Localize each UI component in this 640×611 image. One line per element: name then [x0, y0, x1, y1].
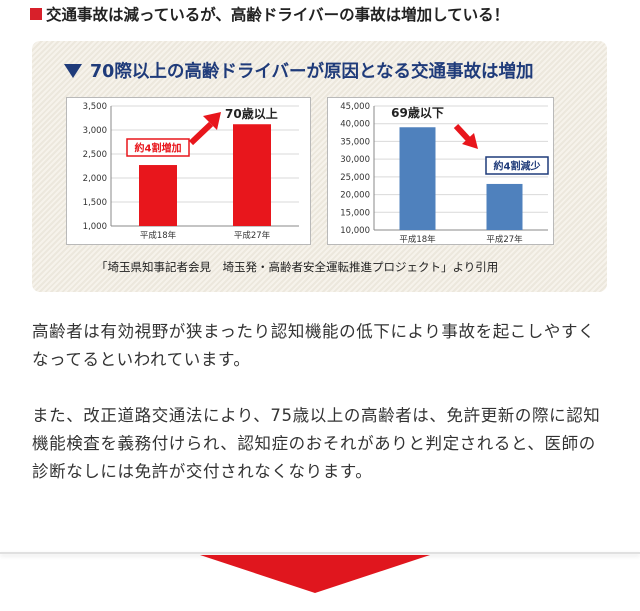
chart-age-69-under: 10,000 15,000 20,000 25,000 30,000 35,000 40,0… [327, 97, 554, 245]
citation: 「埼玉県知事記者会見 埼玉発・高齢者安全運転推進プロジェクト」より引用 [96, 260, 499, 274]
callout-box [126, 138, 190, 157]
panel-title: 70際以上の高齢ドライバーが原因となる交通事故は増加 [64, 58, 533, 83]
callout-text: 約4割減少 [494, 160, 541, 173]
arrow-down-head-icon [462, 133, 478, 149]
section-divider [0, 552, 640, 554]
bar-1 [139, 165, 177, 226]
headline: 交通事故は減っているが、高齢ドライバーの事故は増加している！ [30, 3, 509, 25]
bar-1 [399, 127, 436, 230]
bar-2 [486, 183, 523, 230]
bar-label: 69歳以下 [391, 105, 444, 120]
y-tick-label: 35,000 [340, 137, 370, 147]
red-square-bullet-icon [30, 8, 42, 20]
y-tick-label: 2,500 [83, 150, 107, 160]
y-tick-label: 15,000 [340, 208, 370, 218]
y-tick-label: 2,000 [83, 174, 107, 184]
y-tick-label: 40,000 [340, 120, 370, 130]
y-tick-label: 3,000 [83, 126, 107, 136]
down-arrow-icon [200, 555, 430, 593]
y-tick-label: 1,500 [83, 198, 107, 208]
body-paragraph-2: また、改正道路交通法により、75歳以上の高齢者は、免許更新の際に認知機能検査を義… [32, 406, 601, 481]
headline-text: 交通事故は減っているが、高齢ドライバーの事故は増加している！ [46, 6, 510, 24]
x-tick-label: 平成27年 [234, 230, 271, 241]
bar-2 [233, 124, 271, 226]
panel-title-text: 70際以上の高齢ドライバーが原因となる交通事故は増加 [90, 62, 534, 82]
arrow-up-head-icon [203, 112, 221, 130]
y-tick-label: 20,000 [340, 191, 370, 201]
x-tick-label: 平成18年 [140, 230, 177, 241]
x-tick-label: 平成18年 [399, 234, 436, 245]
callout-box [485, 156, 549, 175]
y-tick-label: 30,000 [340, 155, 370, 165]
chart-age-69-under-svg: 10,000 15,000 20,000 25,000 30,000 35,000 40,0… [340, 102, 549, 245]
y-tick-label: 1,000 [83, 222, 107, 232]
y-tick-label: 3,500 [83, 102, 107, 112]
y-tick-label: 25,000 [340, 173, 370, 183]
arrow-down-icon [453, 123, 472, 143]
bar-label: 70歳以上 [225, 106, 278, 121]
x-tick-label: 平成27年 [486, 234, 523, 245]
chart-age-70-plus-svg: 1,000 1,500 2,000 2,500 3,000 3,500 平成18年 平成27年… [83, 102, 299, 241]
chart-age-70-plus: 1,000 1,500 2,000 2,500 3,000 3,500 平成18年 平成27年… [66, 97, 311, 245]
y-tick-label: 10,000 [340, 226, 370, 236]
callout-text: 約4割増加 [135, 142, 182, 155]
y-tick-label: 45,000 [340, 102, 370, 112]
down-triangle-icon [64, 63, 82, 78]
arrow-up-icon [188, 121, 214, 146]
body-paragraph-1: 高齢者は有効視野が狭まったり認知機能の低下により事故を起こしやすくなってるといわ… [32, 322, 596, 369]
